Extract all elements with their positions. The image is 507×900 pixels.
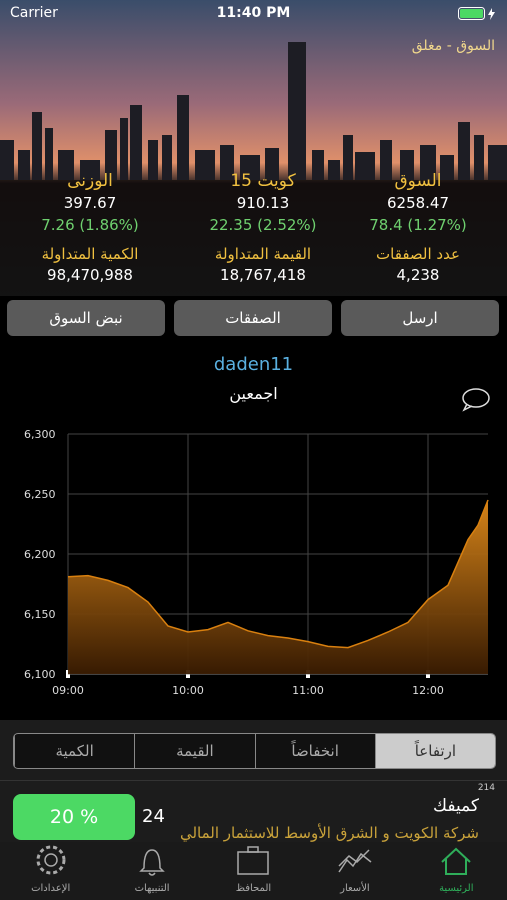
segmented-control[interactable]: ارتفاعاً انخفاضاً القيمة الكمية <box>13 733 496 769</box>
segment[interactable]: انخفاضاً <box>254 734 375 768</box>
stock-name: كميفك <box>433 796 479 816</box>
count: 214 <box>477 783 495 793</box>
stat-label: عدد الصفقات <box>376 245 460 263</box>
segment[interactable]: القيمة <box>134 734 254 768</box>
tab-icon <box>139 849 165 876</box>
tab-bar: الرئيسية الأسعار المحافظ التنبيهات الإعدادات <box>0 842 507 900</box>
index-value: 910.13 <box>236 194 290 212</box>
tab-item[interactable]: الأسعار <box>304 842 405 900</box>
x-tick-label: 12:00 <box>412 684 444 697</box>
tab-item[interactable]: الإعدادات <box>0 842 101 900</box>
tab-item[interactable]: المحافظ <box>203 842 304 900</box>
battery <box>458 7 495 20</box>
tab-label: الإعدادات <box>31 883 71 894</box>
stat-label: الكمية المتداولة <box>41 245 139 263</box>
y-tick-label: 6,200 <box>24 548 56 561</box>
market-status: السوق - مغلق <box>411 38 495 54</box>
tab-label: الرئيسية <box>439 883 474 894</box>
stat-value: 98,470,988 <box>47 266 133 284</box>
action-button[interactable]: نبض السوق <box>7 300 165 336</box>
username[interactable]: daden11 <box>213 354 294 375</box>
index-change: 78.4 (1.27%) <box>369 216 467 234</box>
index-value: 397.67 <box>63 194 117 212</box>
y-tick-label: 6,300 <box>24 428 56 441</box>
tab-icon <box>441 847 471 875</box>
comment-icon[interactable] <box>461 387 493 413</box>
tab-label: الأسعار <box>340 883 370 894</box>
tab-item[interactable]: التنبيهات <box>101 842 202 900</box>
x-tick-label: 11:00 <box>292 684 324 697</box>
stat-value: 18,767,418 <box>220 266 306 284</box>
chart: 6,100 6,150 6,200 6,250 6,300 09:00 10:00 11:00… <box>24 428 489 697</box>
line <box>67 499 489 649</box>
tab-item[interactable]: الرئيسية <box>406 842 507 900</box>
index-change: 7.26 (1.86%) <box>41 216 139 234</box>
stat-value: 4,238 <box>396 266 440 284</box>
action-button[interactable]: ارسل <box>341 300 499 336</box>
index-title: الوزنى <box>67 171 113 191</box>
tab-label: التنبيهات <box>134 883 170 894</box>
clock: 11:40 PM <box>216 5 291 21</box>
header <box>0 0 507 296</box>
tab-icon <box>338 849 372 873</box>
rank: 24 <box>142 806 165 827</box>
action-button[interactable]: الصفقات <box>174 300 332 336</box>
change-badge: 20 % <box>13 794 135 840</box>
stat-label: القيمة المتداولة <box>214 245 312 263</box>
divider <box>0 780 507 781</box>
index-title: السوق <box>394 171 442 191</box>
segment[interactable]: الكمية <box>14 734 134 768</box>
tab-icon <box>237 846 270 875</box>
index-value: 6258.47 <box>386 194 450 212</box>
stock-description: شركة الكويت و الشرق الأوسط للاستثمار الم… <box>179 824 479 842</box>
index-title: كويت 15 <box>230 171 296 191</box>
x-tick-label: 09:00 <box>52 684 84 697</box>
tab-label: المحافظ <box>235 883 272 894</box>
y-tick-label: 6,250 <box>24 488 56 501</box>
header-bg <box>0 0 507 296</box>
y-tick-label: 6,100 <box>24 668 56 681</box>
index-change: 22.35 (2.52%) <box>209 216 317 234</box>
post-text: اجمعين <box>229 384 278 403</box>
area <box>68 500 488 674</box>
y-tick-label: 6,150 <box>24 608 56 621</box>
tab-icon <box>36 845 66 875</box>
x-tick-label: 10:00 <box>172 684 204 697</box>
carrier: Carrier <box>10 5 58 21</box>
segment[interactable]: ارتفاعاً <box>374 734 495 768</box>
